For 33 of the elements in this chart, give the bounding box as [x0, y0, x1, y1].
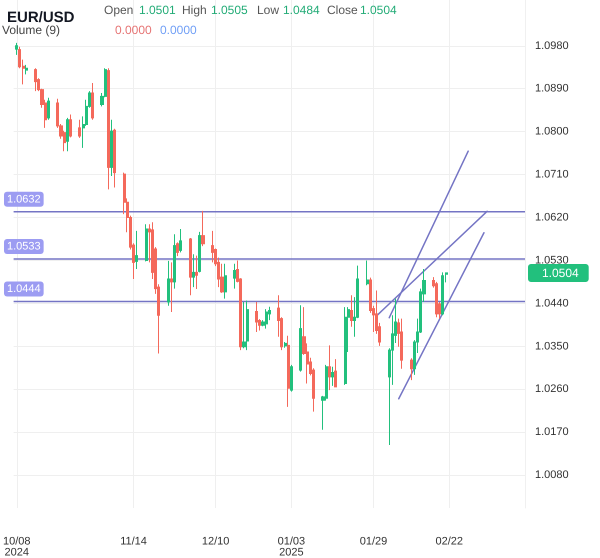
- annotation: Open: [104, 3, 134, 17]
- y-tick-label: 1.0440: [535, 297, 569, 310]
- annotation: Close: [327, 3, 358, 17]
- x-tick-label: 10/08 2024: [3, 536, 31, 558]
- annotation: High: [182, 3, 207, 17]
- annotation: 1.0501: [139, 3, 176, 17]
- annotation: 1.0505: [211, 3, 248, 17]
- y-tick-label: 1.0710: [535, 168, 569, 181]
- y-tick-label: 1.0620: [535, 212, 569, 224]
- y-tick-label: 1.0980: [535, 40, 569, 52]
- text: EUR/USD: [7, 9, 75, 26]
- x-tick-label: 01/29: [360, 536, 388, 548]
- y-tick-label: 1.0260: [535, 383, 569, 396]
- y-tick-label: 1.0800: [535, 126, 569, 138]
- x-tick-label: 11/14: [120, 536, 147, 548]
- ref-line-label: 1.0533: [7, 240, 41, 253]
- x-tick-label: 02/22: [435, 536, 464, 548]
- y-tick-label: 1.0530: [535, 254, 569, 266]
- annotation: 1.0484: [283, 3, 320, 17]
- text: 1.0504: [542, 266, 580, 280]
- x-tick-label: 01/03 2025: [278, 536, 306, 558]
- annotation: Low: [257, 3, 280, 17]
- ref-line-label: 1.0632: [7, 193, 41, 206]
- y-tick-label: 1.0350: [535, 340, 569, 352]
- annotation: 0.0000: [115, 23, 152, 37]
- ref-line-label: 1.0444: [7, 282, 41, 295]
- annotation: 1.0504: [360, 3, 398, 17]
- x-tick-label: 12/10: [202, 536, 230, 548]
- y-tick-label: 1.0080: [535, 469, 569, 482]
- y-tick-label: 1.0170: [535, 426, 569, 438]
- annotation: Volume (9): [2, 23, 60, 37]
- y-tick-label: 1.0890: [535, 82, 569, 95]
- annotation: 0.0000: [160, 23, 198, 37]
